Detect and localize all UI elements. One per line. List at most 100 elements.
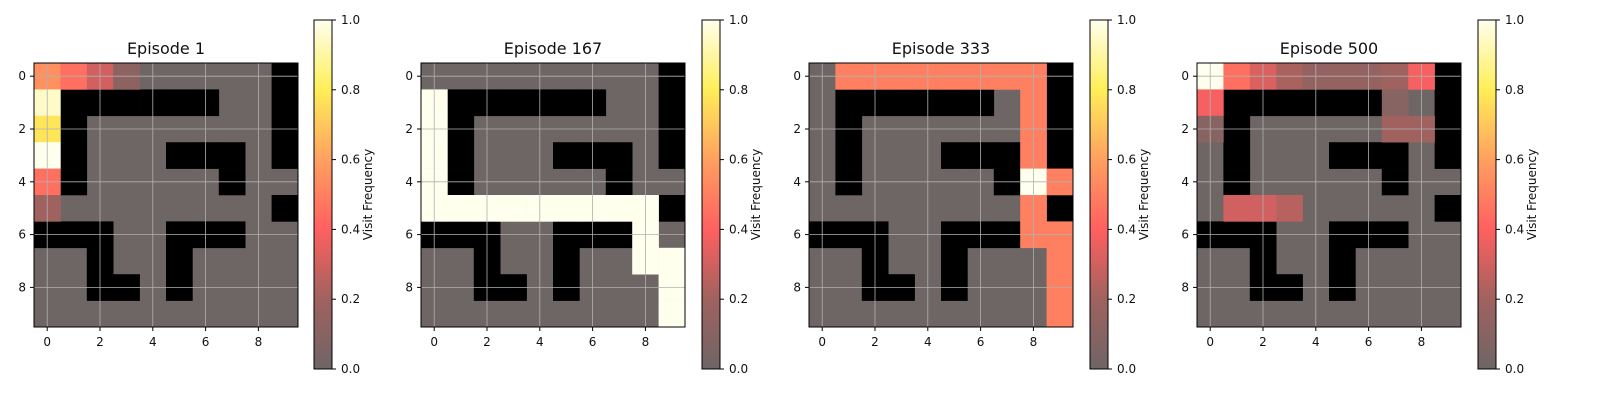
visit-cell bbox=[605, 195, 633, 222]
colorbar-tick-label: 1.0 bbox=[1505, 13, 1524, 27]
colorbar-tick-label: 0.6 bbox=[729, 153, 748, 167]
colorbar-tick-label: 0.6 bbox=[1505, 153, 1524, 167]
x-tick-label: 0 bbox=[818, 335, 826, 349]
colorbar-gradient bbox=[1477, 19, 1497, 370]
x-tick-label: 2 bbox=[483, 335, 491, 349]
colorbar-tick-label: 0.4 bbox=[1117, 222, 1136, 236]
x-tick-label: 0 bbox=[43, 335, 51, 349]
wall-cell bbox=[271, 142, 299, 169]
wall-cell bbox=[941, 142, 968, 169]
colorbar-tick-label: 0.2 bbox=[1505, 292, 1524, 306]
colorbar-gradient bbox=[313, 19, 333, 370]
wall-cell bbox=[888, 89, 915, 117]
wall-cell bbox=[1381, 142, 1409, 169]
colorbar-label: Visit Frequency bbox=[749, 149, 763, 240]
wall-cell bbox=[1329, 89, 1356, 117]
colorbar-tick-label: 0.4 bbox=[341, 222, 360, 236]
wall-cell bbox=[447, 142, 475, 169]
plot-frame bbox=[420, 62, 686, 328]
visit-cell bbox=[658, 300, 686, 328]
panel-title: Episode 1 bbox=[127, 39, 205, 58]
colorbar-tick-label: 0.2 bbox=[1117, 292, 1136, 306]
wall-cell bbox=[60, 89, 88, 117]
x-tick-label: 0 bbox=[430, 335, 438, 349]
colorbar-tick-label: 0.6 bbox=[1117, 153, 1136, 167]
wall-cell bbox=[658, 89, 686, 117]
y-tick-label: 8 bbox=[1181, 280, 1189, 294]
y-tick-label: 6 bbox=[405, 228, 413, 242]
visit-cell bbox=[1381, 89, 1409, 117]
wall-cell bbox=[1046, 195, 1074, 222]
wall-cell bbox=[60, 142, 88, 169]
wall-cell bbox=[993, 142, 1021, 169]
colorbar-tick-label: 0.8 bbox=[1117, 83, 1136, 97]
x-tick-label: 8 bbox=[255, 335, 263, 349]
wall-cell bbox=[500, 89, 527, 117]
wall-cell bbox=[218, 142, 246, 169]
colorbar-gradient bbox=[1089, 19, 1109, 370]
y-tick-label: 4 bbox=[405, 175, 413, 189]
colorbar-3: 0.0 0.2 0.4 0.6 0.8 1.0 Visit Frequency bbox=[1089, 13, 1151, 376]
wall-cell bbox=[1223, 89, 1251, 117]
colorbar-tick-label: 0.8 bbox=[1505, 83, 1524, 97]
heatmap-panel-2: Episode 167 0 2 4 6 8 0 2 4 6 8 bbox=[405, 39, 686, 349]
wall-cell bbox=[271, 195, 299, 222]
wall-cell bbox=[1329, 247, 1356, 275]
colorbar-tick-label: 0.2 bbox=[341, 292, 360, 306]
colorbar-tick-label: 0.0 bbox=[729, 362, 748, 376]
y-tick-label: 8 bbox=[18, 280, 26, 294]
wall-cell bbox=[271, 89, 299, 117]
wall-cell bbox=[1434, 142, 1462, 169]
colorbar-1: 0.0 0.2 0.4 0.6 0.8 1.0 Visit Frequency bbox=[313, 13, 375, 376]
y-tick-label: 0 bbox=[18, 69, 26, 83]
colorbar-tick-label: 0.4 bbox=[729, 222, 748, 236]
colorbar-tick-label: 0.8 bbox=[341, 83, 360, 97]
y-tick-label: 2 bbox=[405, 122, 413, 136]
x-tick-label: 8 bbox=[642, 335, 650, 349]
heatmap-panel-3: Episode 333 0 2 4 6 8 0 2 4 6 8 bbox=[793, 39, 1074, 349]
colorbar-tick-label: 1.0 bbox=[729, 13, 748, 27]
colorbar-label: Visit Frequency bbox=[361, 149, 375, 240]
colorbar-tick-label: 1.0 bbox=[1117, 13, 1136, 27]
colorbar-tick-label: 0.6 bbox=[341, 153, 360, 167]
wall-cell bbox=[553, 89, 580, 117]
colorbar-gradient bbox=[701, 19, 721, 370]
x-tick-label: 4 bbox=[1312, 335, 1320, 349]
y-tick-label: 2 bbox=[1181, 122, 1189, 136]
y-tick-label: 0 bbox=[1181, 69, 1189, 83]
heatmap-panel-4: Episode 500 0 2 4 6 8 0 2 4 6 8 bbox=[1181, 39, 1462, 349]
x-tick-label: 6 bbox=[589, 335, 597, 349]
visit-cell bbox=[1223, 195, 1251, 222]
plot-frame bbox=[33, 62, 299, 328]
y-tick-label: 8 bbox=[405, 280, 413, 294]
wall-cell bbox=[166, 89, 193, 117]
wall-cell bbox=[835, 89, 863, 117]
wall-cell bbox=[553, 247, 580, 275]
x-tick-label: 4 bbox=[149, 335, 157, 349]
y-tick-label: 2 bbox=[793, 122, 801, 136]
visit-cell bbox=[1046, 247, 1074, 275]
colorbar-tick-label: 0.0 bbox=[1505, 362, 1524, 376]
y-tick-label: 4 bbox=[1181, 175, 1189, 189]
x-tick-label: 6 bbox=[202, 335, 210, 349]
y-tick-label: 8 bbox=[793, 280, 801, 294]
panel-title: Episode 333 bbox=[892, 39, 990, 58]
wall-cell bbox=[447, 89, 475, 117]
wall-cell bbox=[941, 89, 968, 117]
wall-cell bbox=[1046, 89, 1074, 117]
plot-frame bbox=[1196, 62, 1462, 328]
y-tick-label: 6 bbox=[18, 228, 26, 242]
wall-cell bbox=[1434, 195, 1462, 222]
plot-frame bbox=[808, 62, 1074, 328]
panel-title: Episode 500 bbox=[1280, 39, 1378, 58]
heatmap-panel-1: Episode 1 0 2 4 6 8 0 2 4 6 8 bbox=[18, 39, 299, 349]
wall-cell bbox=[166, 142, 193, 169]
x-tick-label: 6 bbox=[977, 335, 985, 349]
wall-cell bbox=[605, 142, 633, 169]
colorbar-label: Visit Frequency bbox=[1137, 149, 1151, 240]
x-tick-label: 0 bbox=[1206, 335, 1214, 349]
colorbar-2: 0.0 0.2 0.4 0.6 0.8 1.0 Visit Frequency bbox=[701, 13, 763, 376]
wall-cell bbox=[1434, 89, 1462, 117]
x-tick-label: 6 bbox=[1365, 335, 1373, 349]
